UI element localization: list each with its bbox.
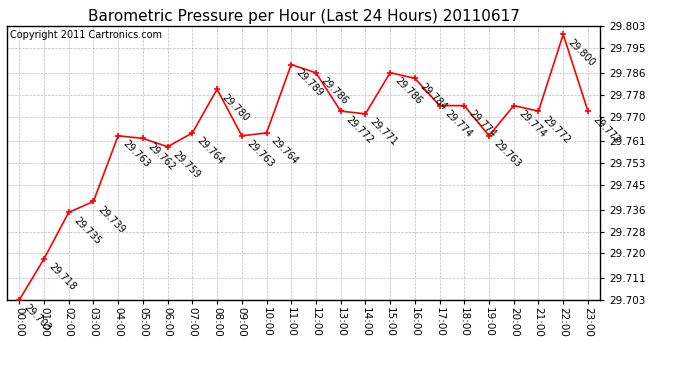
Text: 29.774: 29.774: [517, 108, 548, 140]
Text: 29.786: 29.786: [319, 76, 350, 106]
Text: 29.772: 29.772: [591, 114, 622, 145]
Text: 29.800: 29.800: [566, 37, 597, 68]
Text: 29.789: 29.789: [294, 68, 325, 98]
Text: 29.763: 29.763: [121, 138, 152, 170]
Text: 29.764: 29.764: [269, 136, 300, 167]
Text: 29.759: 29.759: [170, 150, 201, 181]
Text: Copyright 2011 Cartronics.com: Copyright 2011 Cartronics.com: [10, 30, 162, 40]
Text: 29.780: 29.780: [220, 92, 251, 123]
Text: 29.784: 29.784: [417, 81, 448, 112]
Text: 29.762: 29.762: [146, 141, 177, 172]
Text: 29.771: 29.771: [368, 117, 400, 148]
Text: 29.774: 29.774: [467, 108, 498, 140]
Text: 29.774: 29.774: [442, 108, 473, 140]
Text: 29.703: 29.703: [22, 303, 53, 334]
Title: Barometric Pressure per Hour (Last 24 Hours) 20110617: Barometric Pressure per Hour (Last 24 Ho…: [88, 9, 520, 24]
Text: 29.764: 29.764: [195, 136, 226, 167]
Text: 29.772: 29.772: [541, 114, 573, 145]
Text: 29.772: 29.772: [344, 114, 375, 145]
Text: 29.735: 29.735: [72, 215, 103, 246]
Text: 29.786: 29.786: [393, 76, 424, 106]
Text: 29.739: 29.739: [96, 204, 127, 235]
Text: 29.763: 29.763: [492, 138, 523, 170]
Text: 29.718: 29.718: [47, 262, 78, 293]
Text: 29.763: 29.763: [244, 138, 275, 170]
